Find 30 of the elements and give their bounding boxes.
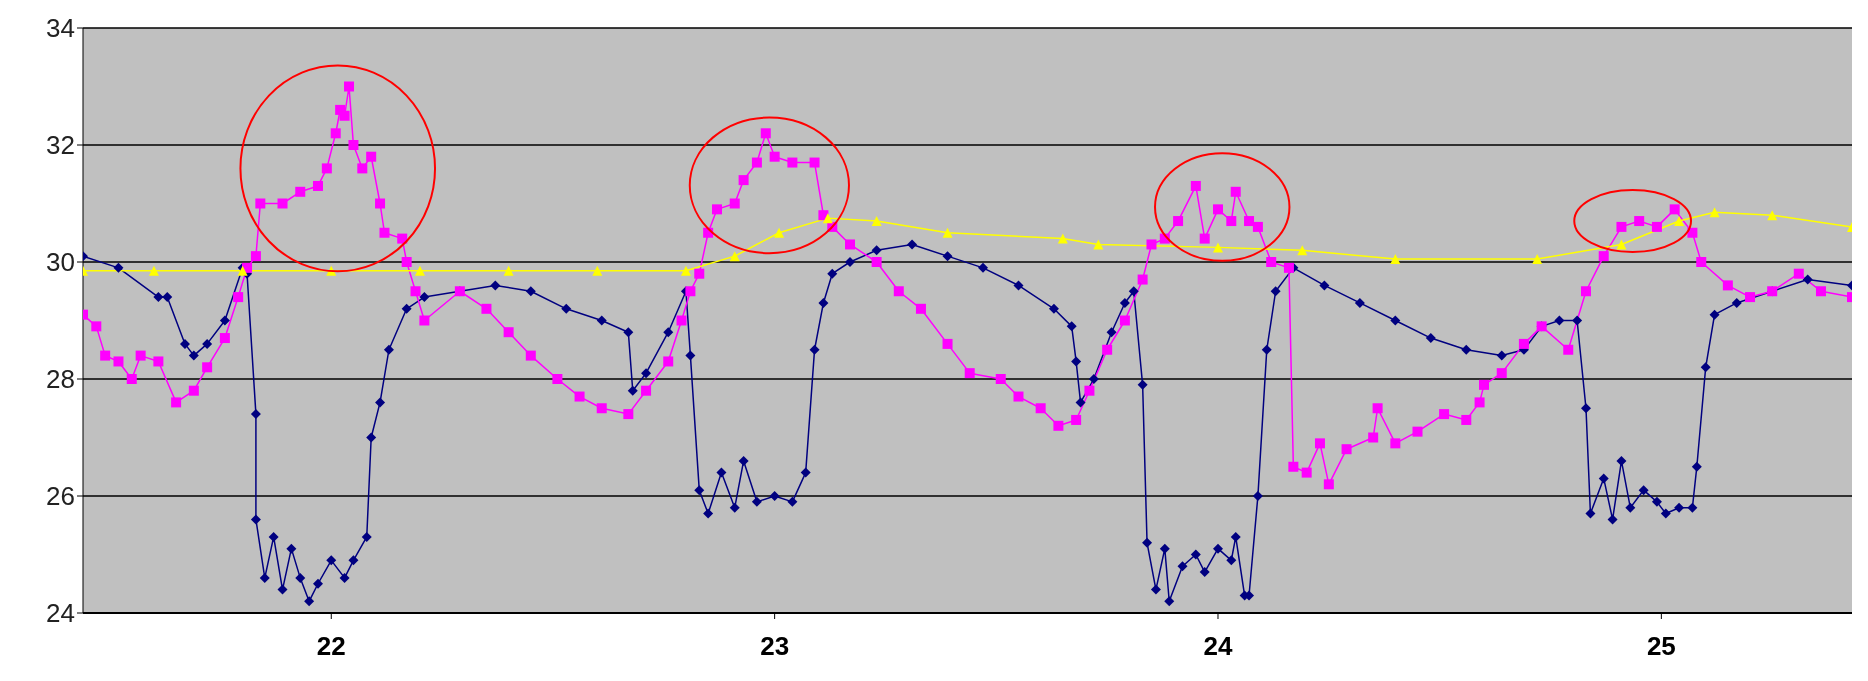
point [1709, 207, 1720, 218]
point [1213, 242, 1223, 253]
point [1093, 239, 1104, 250]
point [871, 216, 882, 227]
point [1532, 254, 1543, 265]
point [503, 265, 514, 276]
x-tick-label: 25 [1646, 631, 1676, 662]
x-tick-label: 23 [760, 631, 790, 662]
point [822, 213, 833, 224]
point [1297, 245, 1308, 256]
point [414, 265, 425, 276]
point [1057, 233, 1068, 244]
point [774, 227, 785, 238]
point [680, 265, 691, 276]
point [729, 251, 740, 262]
point [148, 265, 159, 276]
x-tick-label: 22 [316, 631, 346, 662]
y-tick-label: 30 [46, 247, 75, 278]
point [1674, 216, 1685, 227]
point [942, 227, 953, 238]
y-tick-label: 28 [46, 364, 75, 395]
point [1390, 254, 1401, 265]
point [1616, 239, 1627, 250]
y-tick-label: 32 [46, 130, 75, 161]
y-tick-label: 26 [46, 481, 75, 512]
y-tick-label: 24 [46, 598, 75, 629]
y-tick-label: 34 [46, 13, 75, 44]
x-tick-label: 24 [1203, 631, 1233, 662]
point [1767, 210, 1778, 221]
point [592, 265, 603, 276]
